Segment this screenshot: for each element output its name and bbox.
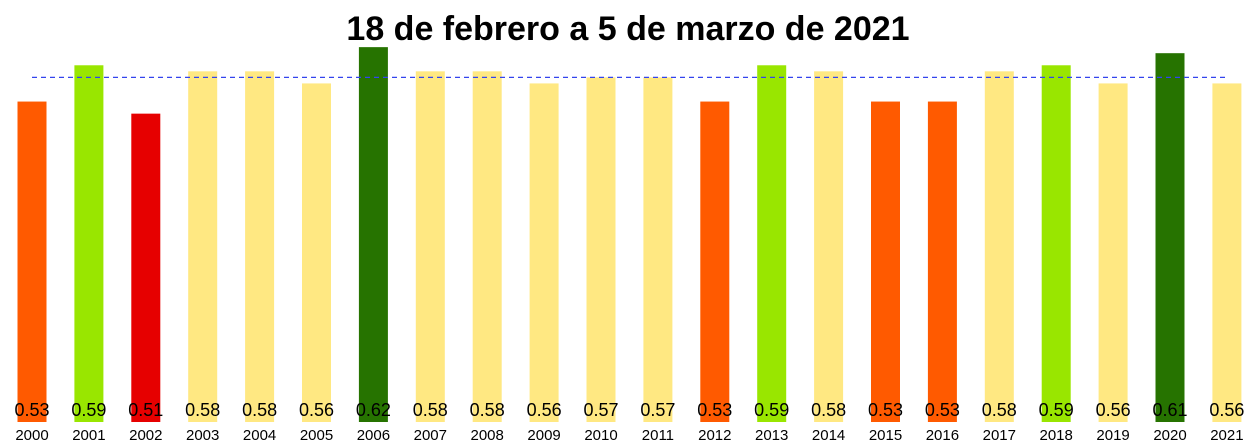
bar bbox=[586, 77, 616, 422]
x-tick-label: 2018 bbox=[1040, 427, 1073, 444]
bar bbox=[1212, 83, 1242, 423]
x-tick-label: 2003 bbox=[186, 427, 219, 444]
bar bbox=[302, 83, 331, 423]
x-tick-label: 2002 bbox=[129, 427, 162, 444]
value-label: 0.58 bbox=[982, 400, 1017, 420]
value-label: 0.59 bbox=[1039, 400, 1074, 420]
bar bbox=[188, 71, 218, 423]
bar bbox=[358, 47, 388, 423]
bar bbox=[1098, 83, 1128, 423]
bar bbox=[529, 83, 559, 423]
x-tick-label: 2010 bbox=[584, 427, 617, 444]
bar bbox=[1155, 53, 1185, 422]
x-tick-label: 2001 bbox=[72, 427, 105, 444]
value-label: 0.51 bbox=[128, 400, 163, 420]
value-label: 0.57 bbox=[583, 400, 618, 420]
x-tick-label: 2021 bbox=[1210, 427, 1243, 444]
x-tick-label: 2013 bbox=[755, 427, 788, 444]
value-label: 0.56 bbox=[1209, 400, 1244, 420]
x-tick-label: 2020 bbox=[1153, 427, 1186, 444]
value-label: 0.53 bbox=[868, 400, 903, 420]
bar bbox=[984, 71, 1014, 423]
value-label: 0.58 bbox=[413, 400, 448, 420]
x-tick-label: 2017 bbox=[983, 427, 1016, 444]
value-label: 0.53 bbox=[925, 400, 960, 420]
value-label: 0.58 bbox=[242, 400, 277, 420]
bar bbox=[131, 113, 161, 423]
bar bbox=[415, 71, 445, 423]
value-label: 0.56 bbox=[299, 400, 334, 420]
x-tick-label: 2016 bbox=[926, 427, 959, 444]
x-tick-label: 2019 bbox=[1096, 427, 1129, 444]
x-tick-label: 2005 bbox=[300, 427, 333, 444]
value-label: 0.58 bbox=[185, 400, 220, 420]
x-tick-label: 2007 bbox=[414, 427, 447, 444]
value-label: 0.58 bbox=[470, 400, 505, 420]
x-tick-label: 2004 bbox=[243, 427, 276, 444]
value-label: 0.62 bbox=[356, 400, 391, 420]
value-label: 0.56 bbox=[527, 400, 562, 420]
value-label: 0.59 bbox=[754, 400, 789, 420]
value-label: 0.61 bbox=[1152, 400, 1187, 420]
x-tick-label: 2012 bbox=[698, 427, 731, 444]
bar bbox=[814, 71, 844, 423]
x-tick-label: 2015 bbox=[869, 427, 902, 444]
value-label: 0.53 bbox=[697, 400, 732, 420]
x-tick-label: 2009 bbox=[527, 427, 560, 444]
bar bbox=[927, 101, 957, 423]
x-tick-label: 2011 bbox=[642, 427, 674, 444]
bar bbox=[74, 65, 104, 423]
bar bbox=[757, 65, 787, 423]
x-tick-label: 2006 bbox=[357, 427, 390, 444]
value-label: 0.58 bbox=[811, 400, 846, 420]
value-label: 0.56 bbox=[1096, 400, 1131, 420]
x-tick-label: 2014 bbox=[812, 427, 845, 444]
value-label: 0.59 bbox=[71, 400, 106, 420]
value-label: 0.53 bbox=[14, 400, 49, 420]
x-tick-label: 2008 bbox=[471, 427, 504, 444]
bar bbox=[472, 71, 502, 423]
x-tick-label: 2000 bbox=[15, 427, 48, 444]
bar bbox=[17, 101, 47, 423]
value-label: 0.57 bbox=[640, 400, 675, 420]
bar bbox=[643, 77, 673, 422]
bar bbox=[700, 101, 730, 423]
bar bbox=[1041, 65, 1071, 423]
bar bbox=[871, 101, 900, 423]
chart-title: 18 de febrero a 5 de marzo de 2021 bbox=[346, 10, 909, 48]
bar bbox=[245, 71, 275, 423]
